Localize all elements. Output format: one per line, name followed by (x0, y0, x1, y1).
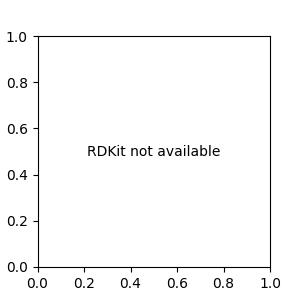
Text: RDKit not available: RDKit not available (87, 145, 220, 158)
